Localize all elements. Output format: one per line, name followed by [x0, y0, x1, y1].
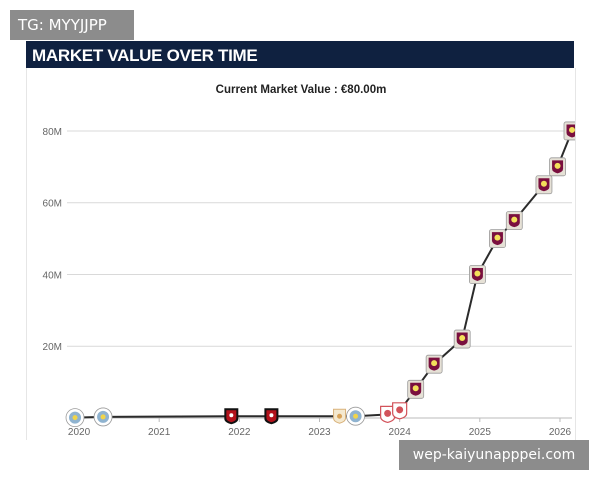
x-tick-label: 2025 [469, 427, 492, 438]
x-axis-labels: 2020 2021 2022 2023 2024 2025 2026 [68, 427, 572, 438]
chart-title: Current Market Value : €80.00m [216, 84, 387, 96]
x-tick-label: 2023 [308, 427, 331, 438]
section-header: MARKET VALUE OVER TIME [26, 41, 574, 68]
watermark-bottom-right: wep-kaiyunapppei.com [399, 440, 589, 470]
market-value-chart: Current Market Value : €80.00m 20M 40M 60M… [43, 84, 581, 438]
x-tick-label: 2020 [68, 427, 91, 438]
chart-panel: Current Market Value : €80.00m 20M 40M 60M… [26, 68, 581, 440]
data-point-villa-badge[interactable] [563, 121, 581, 141]
y-tick-label: 60M [43, 199, 62, 210]
section-title: MARKET VALUE OVER TIME [32, 46, 258, 65]
data-points [65, 121, 581, 428]
x-tick-label: 2026 [549, 427, 572, 438]
data-point-villa-badge[interactable] [489, 229, 506, 248]
y-axis-labels: 20M 40M 60M 80M [43, 127, 62, 353]
y-tick-label: 20M [43, 342, 62, 353]
data-point-villa-badge[interactable] [535, 175, 553, 195]
data-point-city-badge[interactable] [65, 408, 85, 428]
data-point-villa-badge[interactable] [469, 265, 486, 284]
x-tick-label: 2024 [389, 427, 412, 438]
grid-lines [67, 130, 572, 422]
data-point-villa-badge[interactable] [425, 354, 443, 374]
data-point-villa-badge[interactable] [549, 157, 566, 177]
data-point-bournemouth-badge[interactable] [264, 408, 279, 425]
data-point-villa-badge[interactable] [505, 211, 523, 231]
data-point-city-badge[interactable] [346, 406, 365, 426]
watermark-top-left: TG: MYYJJPP [10, 10, 134, 40]
x-tick-label: 2021 [148, 427, 171, 438]
data-point-villa-badge[interactable] [407, 379, 425, 399]
y-tick-label: 80M [43, 127, 62, 138]
data-point-bournemouth-badge[interactable] [224, 408, 239, 425]
data-point-generic-crest[interactable] [333, 408, 347, 424]
y-tick-label: 40M [43, 270, 62, 281]
data-point-middlesbrough-badge[interactable] [380, 405, 396, 424]
data-point-city-badge[interactable] [93, 407, 113, 427]
x-tick-label: 2022 [228, 427, 251, 438]
data-point-middlesbrough-badge[interactable] [392, 402, 408, 420]
data-point-villa-badge[interactable] [453, 329, 471, 349]
